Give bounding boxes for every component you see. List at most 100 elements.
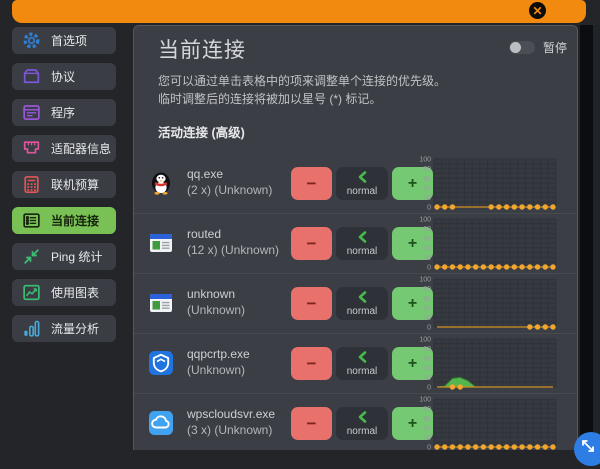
svg-text:60: 60 bbox=[423, 236, 431, 243]
sidebar-item-online-budget[interactable]: 联机预算 bbox=[12, 171, 116, 198]
process-detail: (Unknown) bbox=[187, 303, 246, 317]
svg-text:20: 20 bbox=[423, 195, 431, 202]
adapter-icon bbox=[21, 138, 42, 159]
connection-row[interactable]: routed (12 x) (Unknown) − normal +100 80 60 40 2… bbox=[134, 213, 577, 273]
traffic-icon bbox=[21, 318, 42, 339]
priority-label: normal bbox=[346, 425, 378, 437]
priority-button[interactable]: normal bbox=[336, 347, 388, 380]
process-name: qqpcrtp.exe bbox=[187, 347, 250, 361]
process-detail: (12 x) (Unknown) bbox=[187, 243, 280, 257]
sidebar-item-label: 程序 bbox=[51, 106, 76, 120]
sidebar-item-adapter-info[interactable]: 适配器信息 bbox=[12, 135, 116, 162]
increase-priority-button[interactable]: + bbox=[392, 287, 433, 320]
decrease-priority-button[interactable]: − bbox=[291, 227, 332, 260]
connections-icon bbox=[21, 210, 42, 231]
svg-text:100: 100 bbox=[419, 337, 431, 344]
priority-arrow-icon bbox=[357, 290, 367, 306]
svg-text:0: 0 bbox=[427, 445, 431, 450]
priority-arrow-icon bbox=[357, 230, 367, 246]
connection-row[interactable]: qqpcrtp.exe (Unknown) − normal +100 80 60 40 20 0 bbox=[134, 333, 577, 393]
resize-button[interactable] bbox=[574, 432, 600, 466]
decrease-priority-button[interactable]: − bbox=[291, 407, 332, 440]
increase-priority-button[interactable]: + bbox=[392, 347, 433, 380]
svg-text:20: 20 bbox=[423, 315, 431, 322]
svg-text:80: 80 bbox=[423, 406, 431, 413]
connection-row[interactable]: wpscloudsvr.exe (3 x) (Unknown) − normal +10… bbox=[134, 393, 577, 450]
panel-header: 当前连接 暂停 bbox=[134, 26, 577, 64]
svg-text:80: 80 bbox=[423, 346, 431, 353]
sidebar-item-programs[interactable]: 程序 bbox=[12, 99, 116, 126]
svg-text:40: 40 bbox=[423, 305, 431, 312]
svg-text:80: 80 bbox=[423, 226, 431, 233]
priority-arrow-icon bbox=[357, 170, 367, 186]
priority-button[interactable]: normal bbox=[336, 227, 388, 260]
current-connections-panel: 当前连接 暂停 您可以通过单击表格中的项来调整单个连接的优先级。 临时调整后的连… bbox=[133, 25, 578, 450]
decrease-priority-button[interactable]: − bbox=[291, 347, 332, 380]
priority-button[interactable]: normal bbox=[336, 287, 388, 320]
process-detail: (3 x) (Unknown) bbox=[187, 423, 273, 437]
sidebar-item-ping-stats[interactable]: Ping 统计 bbox=[12, 243, 116, 270]
svg-text:60: 60 bbox=[423, 416, 431, 423]
priority-label: normal bbox=[346, 305, 378, 317]
process-name: routed bbox=[187, 227, 222, 241]
svg-text:0: 0 bbox=[427, 265, 431, 272]
decrease-priority-button[interactable]: − bbox=[291, 287, 332, 320]
sidebar-item-current-connections[interactable]: 当前连接 bbox=[12, 207, 116, 234]
priority-sparkline-chart: 100 80 60 40 20 0 bbox=[404, 155, 562, 217]
window-icon bbox=[148, 290, 174, 316]
process-detail: (Unknown) bbox=[187, 363, 246, 377]
svg-text:0: 0 bbox=[427, 385, 431, 392]
gear-icon bbox=[21, 30, 42, 51]
svg-text:40: 40 bbox=[423, 425, 431, 432]
usage-chart-icon bbox=[21, 282, 42, 303]
page-title: 当前连接 bbox=[158, 39, 246, 62]
sidebar-item-label: 当前连接 bbox=[51, 214, 100, 228]
priority-label: normal bbox=[346, 185, 378, 197]
scrollbar[interactable] bbox=[580, 25, 593, 450]
increase-priority-button[interactable]: + bbox=[392, 167, 433, 200]
svg-text:40: 40 bbox=[423, 365, 431, 372]
sidebar-item-label: 协议 bbox=[51, 70, 76, 84]
svg-text:20: 20 bbox=[423, 255, 431, 262]
svg-text:60: 60 bbox=[423, 356, 431, 363]
sidebar-item-label: 首选项 bbox=[51, 34, 88, 48]
sidebar-item-label: 适配器信息 bbox=[51, 142, 112, 156]
priority-sparkline-chart: 100 80 60 40 20 0 bbox=[404, 275, 562, 337]
pause-toggle[interactable]: 暂停 bbox=[508, 39, 567, 56]
description-line-1: 您可以通过单击表格中的项来调整单个连接的优先级。 bbox=[158, 74, 447, 88]
close-icon[interactable]: ✕ bbox=[529, 2, 546, 19]
svg-text:60: 60 bbox=[423, 296, 431, 303]
process-name: qq.exe bbox=[187, 167, 224, 181]
svg-text:20: 20 bbox=[423, 435, 431, 442]
section-heading: 活动连接 (高级) bbox=[158, 126, 245, 140]
sidebar-item-label: 使用图表 bbox=[51, 286, 100, 300]
sidebar-item-traffic-analysis[interactable]: 流量分析 bbox=[12, 315, 116, 342]
description-line-2: 临时调整后的连接将被加以星号 (*) 标记。 bbox=[158, 92, 382, 106]
process-name: unknown bbox=[187, 287, 236, 301]
shield-icon bbox=[148, 350, 174, 376]
calculator-icon bbox=[21, 174, 42, 195]
connection-row[interactable]: unknown (Unknown) − normal +100 80 60 40 20 0 bbox=[134, 273, 577, 333]
priority-button[interactable]: normal bbox=[336, 407, 388, 440]
sidebar: 首选项协议程序适配器信息联机预算当前连接 Ping 统计使用图表流量分析 bbox=[12, 27, 116, 351]
process-detail: (2 x) (Unknown) bbox=[187, 183, 273, 197]
priority-label: normal bbox=[346, 245, 378, 257]
toggle-switch-icon[interactable] bbox=[508, 41, 535, 54]
increase-priority-button[interactable]: + bbox=[392, 407, 433, 440]
resize-arrows-icon bbox=[582, 440, 594, 452]
svg-text:0: 0 bbox=[427, 325, 431, 332]
priority-arrow-icon bbox=[357, 410, 367, 426]
svg-text:60: 60 bbox=[423, 176, 431, 183]
sidebar-item-preferences[interactable]: 首选项 bbox=[12, 27, 116, 54]
priority-arrow-icon bbox=[357, 350, 367, 366]
app-window: { "window": { "close_icon": "✕", "header… bbox=[12, 0, 600, 466]
window-titlebar[interactable] bbox=[12, 0, 586, 23]
sidebar-item-usage-graph[interactable]: 使用图表 bbox=[12, 279, 116, 306]
increase-priority-button[interactable]: + bbox=[392, 227, 433, 260]
scrollbar-gutter bbox=[578, 25, 600, 450]
decrease-priority-button[interactable]: − bbox=[291, 167, 332, 200]
connection-row[interactable]: qq.exe (2 x) (Unknown) − normal +100 80 60 40 20… bbox=[134, 154, 577, 213]
svg-text:80: 80 bbox=[423, 286, 431, 293]
sidebar-item-protocols[interactable]: 协议 bbox=[12, 63, 116, 90]
priority-button[interactable]: normal bbox=[336, 167, 388, 200]
